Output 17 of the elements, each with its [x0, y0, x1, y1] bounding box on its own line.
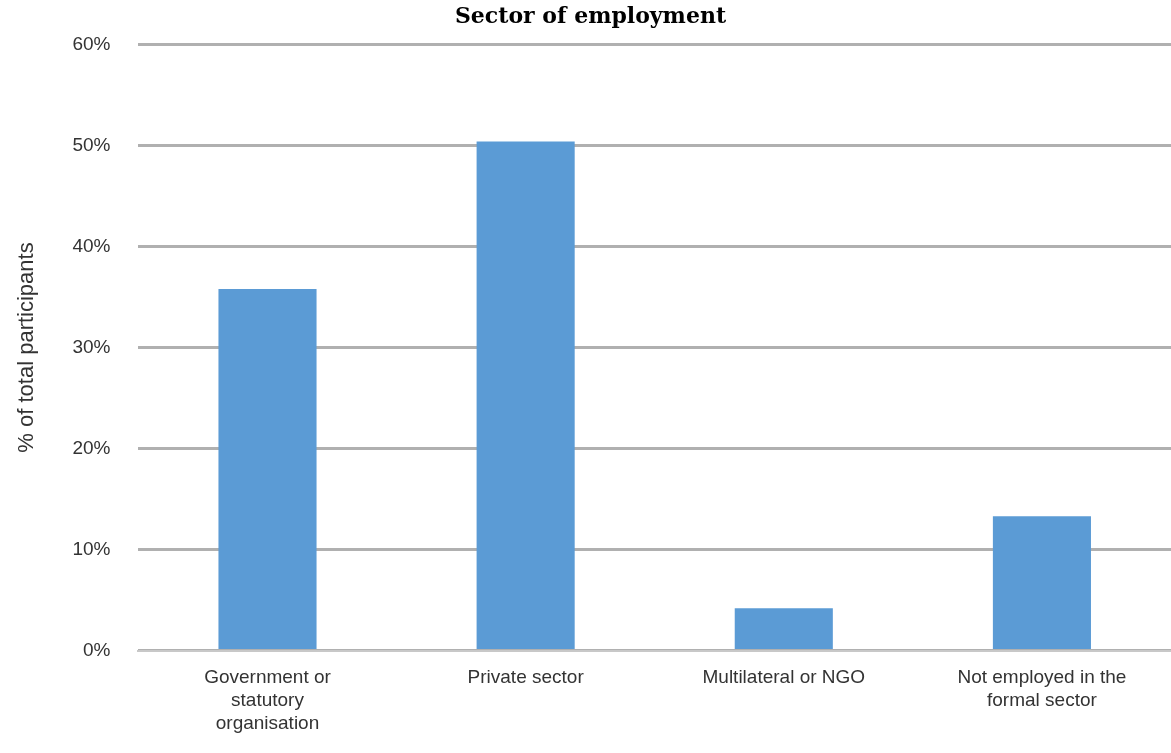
bar	[218, 288, 317, 650]
x-tick-label: Not employed in the formal sector	[957, 666, 1127, 711]
bar	[992, 516, 1091, 650]
y-tick-label: 60%	[72, 32, 111, 54]
x-tick-label: Multilateral or NGO	[702, 666, 866, 688]
bar	[476, 141, 575, 650]
x-tick-label: Private sector	[467, 666, 585, 688]
y-tick-label: 40%	[72, 234, 111, 256]
y-tick-label: 20%	[72, 436, 111, 458]
chart-title: Sector of employment	[454, 1, 727, 28]
y-axis-title: % of total participants	[13, 242, 39, 453]
bar	[734, 608, 833, 650]
x-tick-label: Government or statutory organisation	[204, 666, 332, 733]
y-tick-label: 50%	[72, 133, 111, 155]
y-tick-label: 30%	[72, 335, 111, 357]
y-tick-label: 10%	[72, 537, 111, 559]
y-tick-label: 0%	[82, 638, 111, 660]
